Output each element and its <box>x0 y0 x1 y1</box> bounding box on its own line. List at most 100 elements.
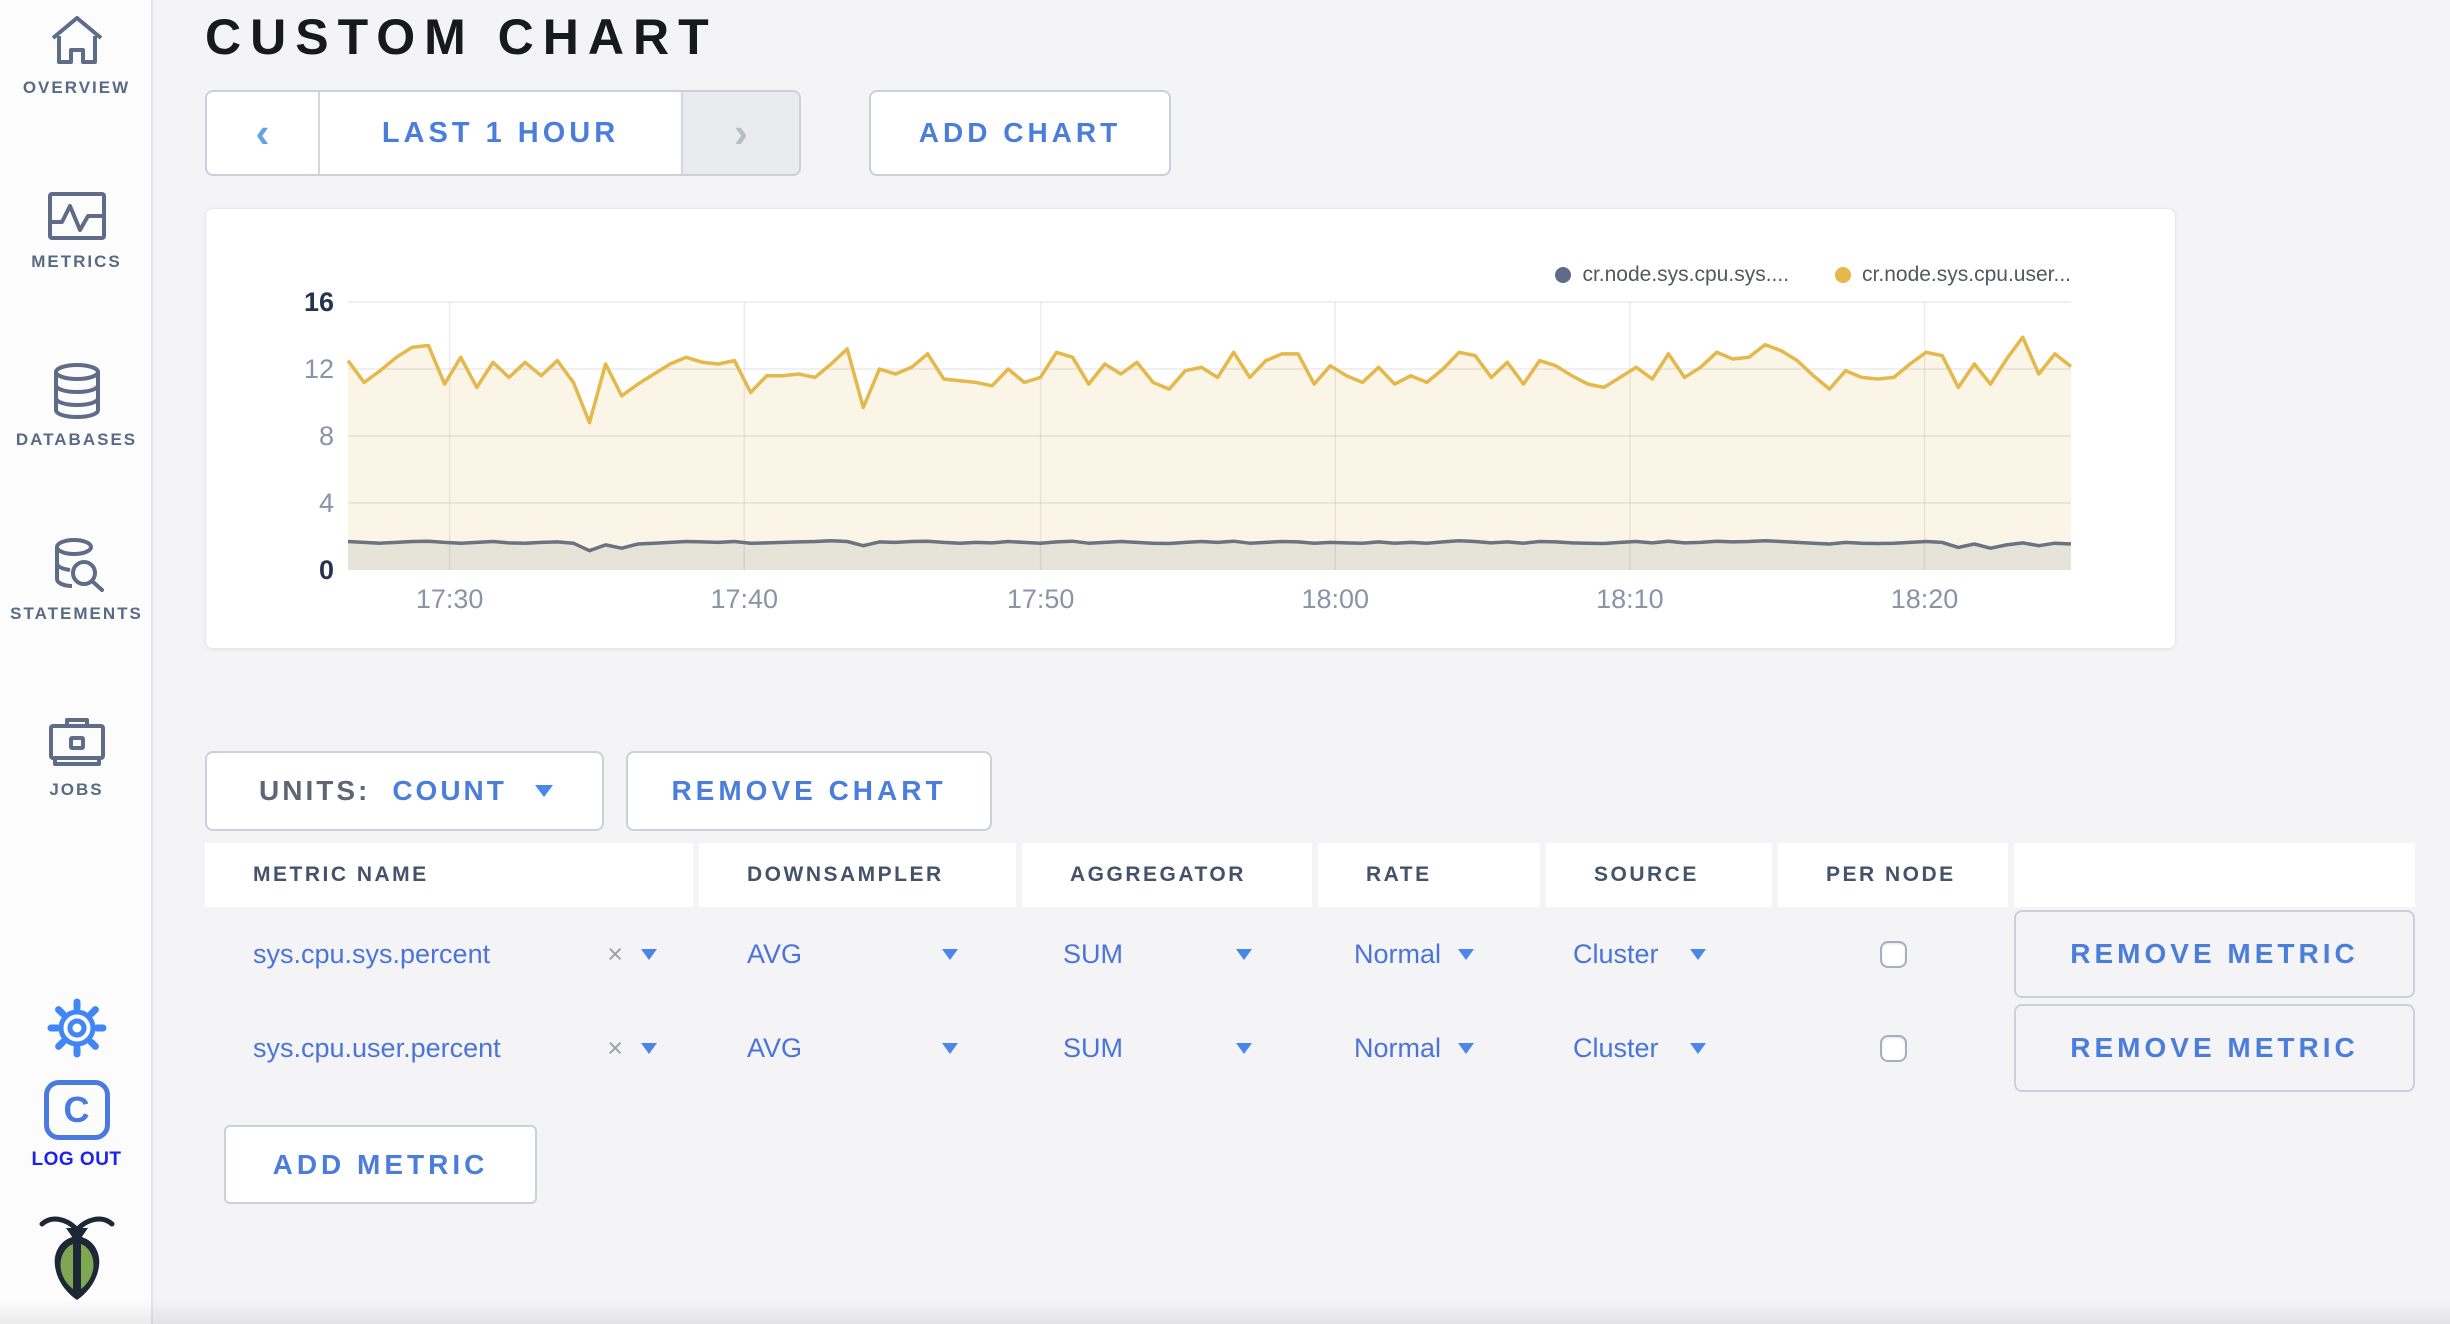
briefcase-icon <box>45 714 109 770</box>
column-header-source: SOURCE <box>1546 843 1772 907</box>
legend-label: cr.node.sys.cpu.user... <box>1862 263 2071 286</box>
chevron-left-icon: ‹ <box>255 109 270 156</box>
rate-select[interactable]: Normal <box>1318 939 1540 970</box>
sidebar-item-label: METRICS <box>31 252 122 271</box>
legend-dot-sys <box>1555 267 1572 283</box>
source-select[interactable]: Cluster <box>1546 1033 1772 1064</box>
metric-rows: sys.cpu.sys.percent × AVG SUM Normal Clu… <box>205 907 2415 1095</box>
caret-down-icon <box>942 1042 958 1054</box>
home-icon <box>47 12 107 68</box>
svg-text:8: 8 <box>319 421 334 451</box>
settings-button[interactable] <box>0 998 153 1063</box>
column-header-aggregator: AGGREGATOR <box>1022 843 1312 907</box>
svg-text:16: 16 <box>304 287 334 317</box>
legend-label: cr.node.sys.cpu.sys.... <box>1582 263 1790 286</box>
units-value: COUNT <box>392 775 507 806</box>
sidebar-item-overview[interactable]: OVERVIEW <box>0 12 153 98</box>
cockroach-c-logo-icon: C <box>43 1080 110 1140</box>
metric-row: sys.cpu.user.percent × AVG SUM Normal Cl… <box>205 1001 2415 1095</box>
source-value: Cluster <box>1573 1032 1659 1063</box>
caret-down-icon <box>1690 1042 1706 1054</box>
remove-chart-label: REMOVE CHART <box>671 775 947 806</box>
svg-text:17:40: 17:40 <box>711 584 779 614</box>
cockroach-bug-logo <box>0 1212 153 1307</box>
caret-down-icon <box>641 1042 657 1054</box>
remove-metric-button[interactable]: REMOVE METRIC <box>2014 910 2415 998</box>
source-select[interactable]: Cluster <box>1546 939 1772 970</box>
bottom-scroll-shadow <box>0 1300 2450 1324</box>
add-chart-button[interactable]: ADD CHART <box>869 90 1171 176</box>
caret-down-icon <box>534 785 553 797</box>
svg-text:18:20: 18:20 <box>1891 584 1959 614</box>
column-header-actions <box>2014 843 2415 907</box>
gear-icon <box>47 998 107 1063</box>
per-node-checkbox[interactable] <box>1879 940 1907 968</box>
time-range-prev-button[interactable]: ‹ <box>207 92 318 174</box>
sidebar-item-databases[interactable]: DATABASES <box>0 362 153 450</box>
time-range-label: LAST 1 HOUR <box>381 116 620 149</box>
sidebar: OVERVIEW METRICS DATABASES <box>0 0 153 1324</box>
aggregator-select[interactable]: SUM <box>1022 939 1312 970</box>
column-header-downsampler: DOWNSAMPLER <box>699 843 1016 907</box>
downsampler-select[interactable]: AVG <box>699 1033 1016 1064</box>
logo-letter: C <box>63 1089 90 1130</box>
column-header-per-node: PER NODE <box>1778 843 2008 907</box>
aggregator-value: SUM <box>1063 1032 1123 1063</box>
logout-button[interactable]: C LOG OUT <box>0 1080 153 1171</box>
svg-text:4: 4 <box>319 488 334 518</box>
sidebar-item-label: OVERVIEW <box>22 78 131 97</box>
sidebar-item-label: JOBS <box>49 780 104 799</box>
clear-metric-icon[interactable]: × <box>607 1032 623 1063</box>
metric-name-value[interactable]: sys.cpu.sys.percent <box>253 938 491 969</box>
downsampler-value: AVG <box>747 938 803 969</box>
per-node-checkbox[interactable] <box>1879 1034 1907 1062</box>
time-range-dropdown[interactable]: LAST 1 HOUR <box>318 92 683 174</box>
cockroach-bug-icon <box>39 1212 115 1307</box>
remove-metric-label: REMOVE METRIC <box>2070 938 2359 969</box>
metric-name-select[interactable]: sys.cpu.user.percent × <box>205 1033 693 1064</box>
metrics-chart-card: 0 4 8 12 16 17:30 17:40 17:50 18:00 18:10 18:20 cr… <box>205 208 2176 649</box>
downsampler-value: AVG <box>747 1032 803 1063</box>
column-header-metric-name: METRIC NAME <box>205 843 693 907</box>
add-chart-label: ADD CHART <box>918 117 1122 148</box>
caret-down-icon <box>1458 948 1474 960</box>
svg-text:17:50: 17:50 <box>1007 584 1075 614</box>
remove-metric-button[interactable]: REMOVE METRIC <box>2014 1004 2415 1092</box>
sidebar-item-metrics[interactable]: METRICS <box>0 190 153 272</box>
sidebar-item-label: DATABASES <box>15 430 138 449</box>
metrics-table-header: METRIC NAME DOWNSAMPLER AGGREGATOR RATE … <box>205 843 2415 907</box>
legend-entry: cr.node.sys.cpu.sys.... <box>1555 263 1789 287</box>
add-metric-button[interactable]: ADD METRIC <box>224 1125 537 1204</box>
svg-text:0: 0 <box>319 555 334 585</box>
aggregator-select[interactable]: SUM <box>1022 1033 1312 1064</box>
source-value: Cluster <box>1573 938 1659 969</box>
svg-text:18:10: 18:10 <box>1596 584 1664 614</box>
metrics-chart-svg: 0 4 8 12 16 17:30 17:40 17:50 18:00 18:10 18:20 <box>304 287 2073 614</box>
chart-legend: cr.node.sys.cpu.sys.... cr.node.sys.cpu.… <box>1555 263 2071 287</box>
legend-entry: cr.node.sys.cpu.user... <box>1835 263 2071 287</box>
downsampler-select[interactable]: AVG <box>699 939 1016 970</box>
aggregator-value: SUM <box>1063 938 1123 969</box>
chevron-right-icon: › <box>734 109 748 156</box>
metrics-chart-icon <box>46 190 108 242</box>
clear-metric-icon[interactable]: × <box>607 938 623 969</box>
time-range-next-button[interactable]: › <box>683 92 799 174</box>
metric-name-value[interactable]: sys.cpu.user.percent <box>253 1032 501 1063</box>
rate-select[interactable]: Normal <box>1318 1033 1540 1064</box>
sidebar-item-statements[interactable]: STATEMENTS <box>0 538 153 624</box>
units-dropdown[interactable]: UNITS: COUNT <box>205 751 604 831</box>
sidebar-item-label: STATEMENTS <box>10 604 143 623</box>
column-header-rate: RATE <box>1318 843 1540 907</box>
remove-metric-label: REMOVE METRIC <box>2070 1032 2359 1063</box>
metric-name-select[interactable]: sys.cpu.sys.percent × <box>205 939 693 970</box>
caret-down-icon <box>1690 948 1706 960</box>
caret-down-icon <box>1236 1042 1252 1054</box>
legend-dot-user <box>1835 267 1852 283</box>
caret-down-icon <box>1458 1042 1474 1054</box>
metric-row: sys.cpu.sys.percent × AVG SUM Normal Clu… <box>205 907 2415 1001</box>
remove-chart-button[interactable]: REMOVE CHART <box>626 751 992 831</box>
sidebar-item-jobs[interactable]: JOBS <box>0 714 153 800</box>
statements-search-icon <box>47 538 107 594</box>
caret-down-icon <box>1236 948 1252 960</box>
caret-down-icon <box>942 948 958 960</box>
